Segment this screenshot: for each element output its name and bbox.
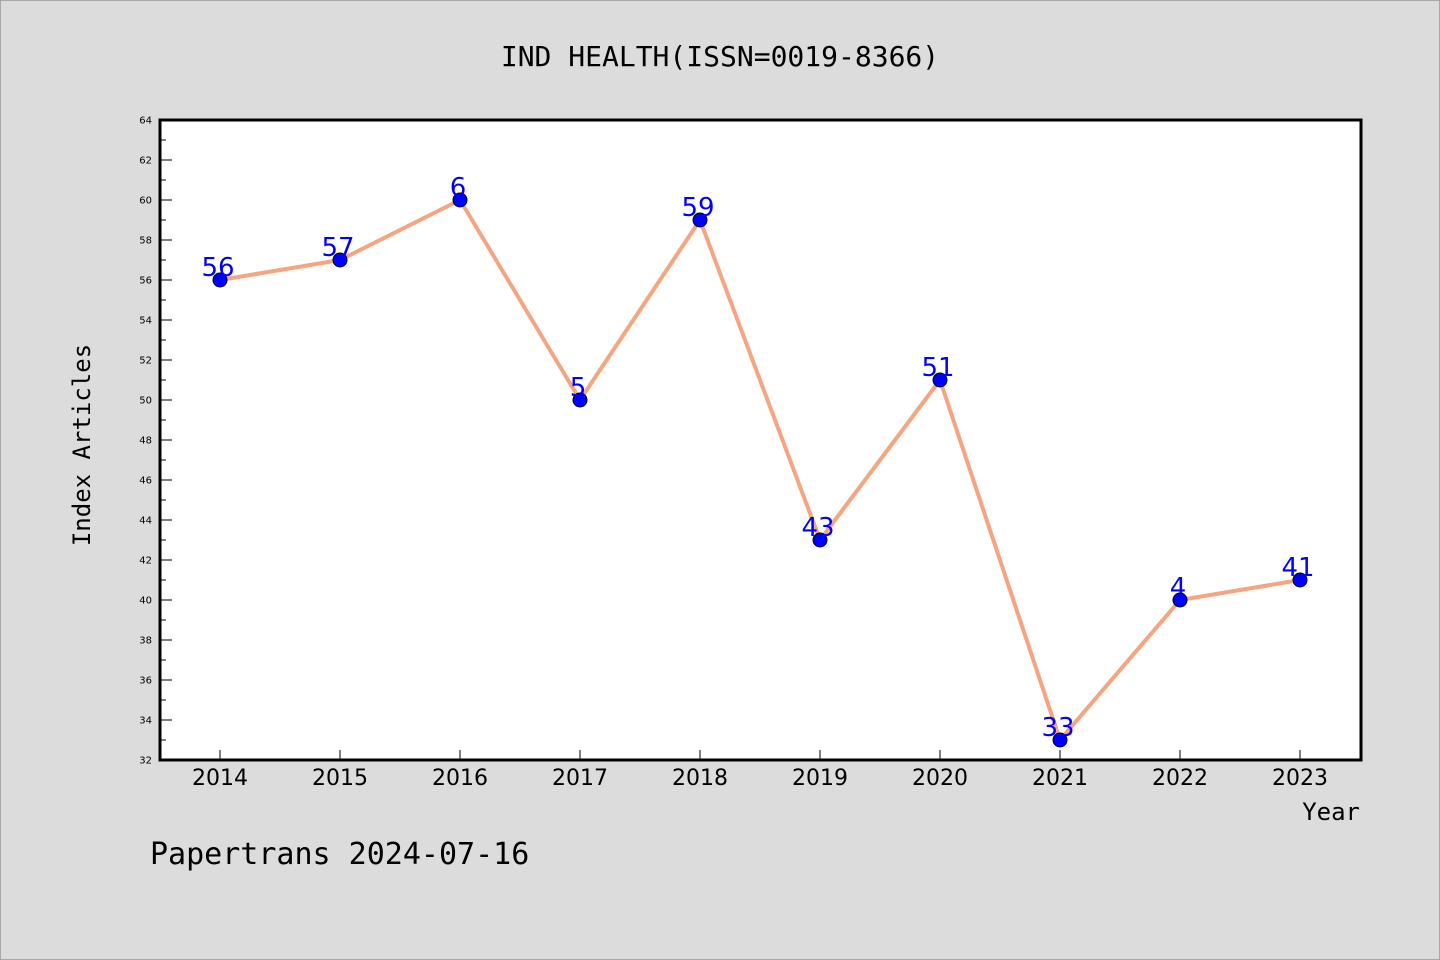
data-point	[812, 532, 828, 548]
y-tick-label: 32	[139, 756, 152, 767]
x-tick-label: 2017	[552, 766, 608, 791]
x-tick-label: 2015	[312, 766, 368, 791]
x-tick-label: 2020	[912, 766, 968, 791]
y-tick-label: 54	[139, 316, 152, 327]
y-tick-label: 40	[139, 596, 152, 607]
x-tick-label: 2019	[792, 766, 848, 791]
y-axis: 32 34 36 38 40 42 44 46 48 50 52 54 56 58 60 62 64	[139, 116, 172, 767]
data-point	[1052, 732, 1068, 748]
data-labels: 56 57 6 5 59 43 51 33 4 41	[201, 173, 1314, 743]
data-point	[932, 372, 948, 388]
data-label: 5	[570, 373, 587, 403]
y-tick-label: 58	[139, 236, 152, 247]
data-label: 51	[921, 353, 954, 383]
x-tick-label: 2014	[192, 766, 248, 791]
data-label: 41	[1281, 553, 1314, 583]
data-label: 33	[1041, 713, 1074, 743]
y-tick-label: 50	[139, 396, 152, 407]
y-tick-label: 34	[139, 716, 152, 727]
data-label: 6	[450, 173, 467, 203]
series-line-group	[219, 198, 1301, 742]
y-tick-label: 60	[139, 196, 152, 207]
y-tick-label: 46	[139, 476, 152, 487]
data-point	[1172, 592, 1188, 608]
chart-title: IND HEALTH(ISSN=0019-8366)	[501, 40, 939, 73]
x-axis-label: Year	[1302, 798, 1360, 826]
data-point	[452, 192, 468, 208]
data-point	[332, 252, 348, 268]
x-tick-label: 2016	[432, 766, 488, 791]
series-line	[219, 198, 1301, 742]
y-tick-label: 48	[139, 436, 152, 447]
data-point	[1292, 572, 1308, 588]
data-point	[212, 272, 228, 288]
y-tick-label: 42	[139, 556, 152, 567]
y-tick-label: 52	[139, 356, 152, 367]
x-tick-label: 2021	[1032, 766, 1088, 791]
data-point	[692, 212, 708, 228]
x-tick-label: 2023	[1272, 766, 1328, 791]
footer-watermark: Papertrans 2024-07-16	[150, 837, 529, 872]
data-points	[212, 192, 1308, 748]
x-axis: 2014 2015 2016 2017 2018 2019 2020 2021 2022 2023	[192, 750, 1328, 791]
data-label: 4	[1170, 573, 1187, 603]
x-tick-label: 2018	[672, 766, 728, 791]
data-label: 59	[681, 193, 714, 223]
y-axis-label: Index Articles	[68, 344, 96, 546]
x-tick-label: 2022	[1152, 766, 1208, 791]
data-point	[572, 392, 588, 408]
y-tick-label: 38	[139, 636, 152, 647]
data-label: 43	[801, 513, 834, 543]
plot-area	[158, 118, 1363, 762]
y-tick-label: 62	[139, 156, 152, 167]
y-tick-label: 56	[139, 276, 152, 287]
y-tick-label: 44	[139, 516, 152, 527]
data-label: 57	[321, 233, 354, 263]
y-tick-label: 64	[139, 116, 152, 127]
y-tick-label: 36	[139, 676, 152, 687]
data-label: 56	[201, 253, 234, 283]
